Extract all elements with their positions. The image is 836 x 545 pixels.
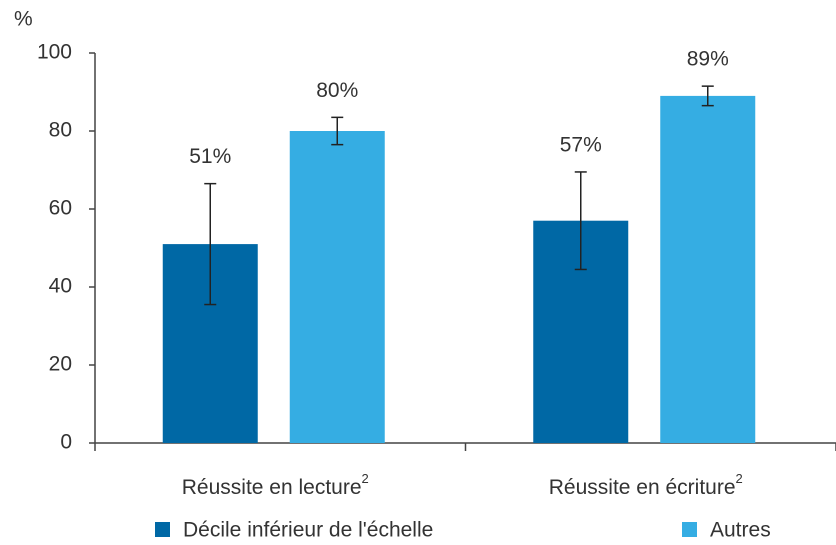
legend-swatch: [155, 522, 170, 537]
error-bar: [701, 85, 714, 107]
y-tick-label: 20: [49, 353, 72, 376]
data-label: 57%: [560, 133, 602, 156]
y-tick-label: 0: [60, 431, 72, 454]
data-label: 51%: [189, 145, 231, 168]
legend-label: Décile inférieur de l'échelle: [183, 519, 433, 542]
x-tick-label: Réussite en écriture2: [549, 471, 743, 498]
data-label: 80%: [316, 79, 358, 102]
x-tick-label: Réussite en lecture2: [182, 471, 369, 498]
footnote-marker: 2: [362, 471, 369, 486]
legend-swatch: [682, 522, 697, 537]
y-tick-label: 40: [49, 275, 72, 298]
category-name: Réussite en écriture: [549, 476, 736, 499]
error-bar: [204, 182, 217, 306]
error-bar: [331, 116, 344, 146]
category-name: Réussite en lecture: [182, 476, 362, 499]
data-label: 89%: [687, 48, 729, 71]
error-bar: [574, 171, 587, 271]
footnote-marker: 2: [736, 471, 743, 486]
y-tick-label: 80: [49, 119, 72, 142]
y-tick-label: 100: [37, 41, 72, 64]
bar: [660, 95, 756, 444]
y-axis-label: %: [14, 8, 33, 31]
legend-label: Autres: [710, 519, 771, 542]
y-tick-label: 60: [49, 197, 72, 220]
bar: [289, 131, 385, 443]
